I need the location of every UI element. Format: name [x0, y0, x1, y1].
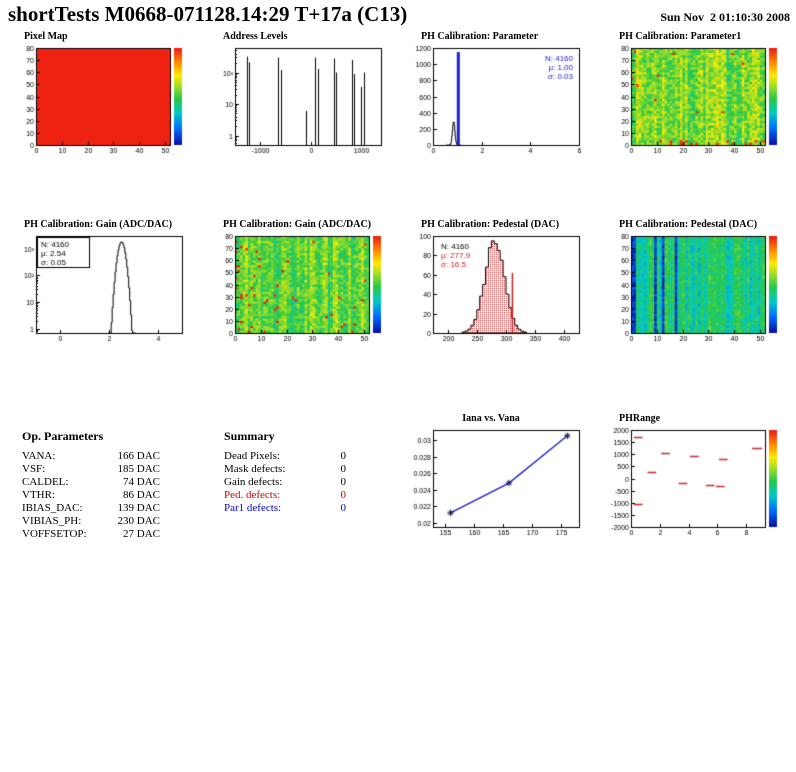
summary-label: Mask defects: — [224, 463, 286, 475]
timestamp: Sun Nov 2 01:10:30 2008 — [660, 10, 790, 24]
summary-block: Summary Dead Pixels: 0 Mask defects: 0 G… — [224, 429, 346, 515]
pedestal-histogram-canvas — [403, 231, 595, 353]
chart-title: Address Levels — [223, 31, 288, 42]
panel-ph-parameter: PH Calibration: Parameter — [403, 31, 599, 165]
page-title: shortTests M0668-071128.14:29 T+17a (C13… — [8, 2, 408, 26]
summary-label: Par1 defects: — [224, 502, 282, 514]
param-value: 27 DAC — [123, 528, 160, 540]
param-value: 74 DAC — [123, 476, 160, 488]
address-levels-histogram-canvas — [205, 43, 397, 165]
summary-row: Gain defects: 0 — [224, 476, 346, 489]
gain-histogram-canvas — [6, 231, 198, 353]
op-parameter-row: VANA: 166 DAC — [22, 450, 160, 463]
chart-title: Pixel Map — [24, 31, 68, 42]
pedestal-heatmap-canvas — [601, 231, 793, 353]
chart-title: PH Calibration: Gain (ADC/DAC) — [24, 219, 173, 230]
summary-value: 0 — [340, 502, 347, 514]
op-parameters-title: Op. Parameters — [22, 429, 104, 443]
param-label: VIBIAS_PH: — [22, 515, 82, 527]
op-parameter-row: VTHR: 86 DAC — [22, 489, 160, 502]
param-label: CALDEL: — [22, 476, 69, 488]
op-parameter-row: CALDEL: 74 DAC — [22, 476, 160, 489]
param-value: 230 DAC — [117, 515, 160, 527]
panel-address-levels: Address Levels — [205, 31, 401, 165]
summary-label: Gain defects: — [224, 476, 283, 488]
chart-title: PH Calibration: Parameter — [421, 31, 539, 42]
chart-title: PHRange — [619, 413, 661, 424]
param-label: VSF: — [22, 463, 46, 475]
panel-iana-vs-vana: Iana vs. Vana — [403, 413, 599, 547]
param-label: VOFFSETOP: — [22, 528, 87, 540]
op-parameter-row: IBIAS_DAC: 139 DAC — [22, 502, 160, 515]
gain-heatmap-canvas — [205, 231, 397, 353]
summary-value: 0 — [340, 489, 347, 501]
chart-title: PH Calibration: Pedestal (DAC) — [619, 219, 758, 230]
param-value: 86 DAC — [123, 489, 160, 501]
panel-ph-range: PHRange — [601, 413, 796, 547]
param-label: VTHR: — [22, 489, 55, 501]
summary-title: Summary — [224, 429, 275, 443]
pixel-map-heatmap-canvas — [6, 43, 198, 165]
summary-value: 0 — [340, 463, 347, 475]
chart-title: PH Calibration: Pedestal (DAC) — [421, 219, 560, 230]
summary-label: Dead Pixels: — [224, 450, 280, 462]
param-value: 139 DAC — [117, 502, 160, 514]
panel-ph-parameter1-map: PH Calibration: Parameter1 — [601, 31, 796, 165]
ph-parameter-histogram-canvas — [403, 43, 595, 165]
iana-vs-vana-line-canvas — [403, 425, 595, 547]
param-value: 166 DAC — [117, 450, 160, 462]
op-parameter-row: VIBIAS_PH: 230 DAC — [22, 515, 160, 528]
op-parameters-block: Op. Parameters VANA: 166 DAC VSF: 185 DA… — [22, 429, 160, 541]
ph-parameter1-heatmap-canvas — [601, 43, 793, 165]
panel-pixel-map: Pixel Map — [6, 31, 202, 165]
op-parameter-row: VOFFSETOP: 27 DAC — [22, 528, 160, 541]
panel-pedestal-map: PH Calibration: Pedestal (DAC) — [601, 219, 796, 353]
param-value: 185 DAC — [117, 463, 160, 475]
chart-title: PH Calibration: Parameter1 — [619, 31, 742, 42]
panel-pedestal-hist: PH Calibration: Pedestal (DAC) — [403, 219, 599, 353]
ph-range-canvas — [601, 425, 793, 547]
summary-label: Ped. defects: — [224, 489, 281, 501]
panel-gain-map: PH Calibration: Gain (ADC/DAC) — [205, 219, 401, 353]
op-parameter-row: VSF: 185 DAC — [22, 463, 160, 476]
summary-value: 0 — [340, 476, 347, 488]
summary-row: Mask defects: 0 — [224, 463, 346, 476]
summary-value: 0 — [340, 450, 347, 462]
param-label: VANA: — [22, 450, 56, 462]
param-label: IBIAS_DAC: — [22, 502, 83, 514]
chart-title: PH Calibration: Gain (ADC/DAC) — [223, 219, 372, 230]
panel-gain-hist: PH Calibration: Gain (ADC/DAC) — [6, 219, 202, 353]
summary-row: Ped. defects: 0 — [224, 489, 346, 502]
summary-row: Par1 defects: 0 — [224, 502, 346, 515]
summary-row: Dead Pixels: 0 — [224, 450, 346, 463]
chart-title: Iana vs. Vana — [462, 413, 520, 424]
